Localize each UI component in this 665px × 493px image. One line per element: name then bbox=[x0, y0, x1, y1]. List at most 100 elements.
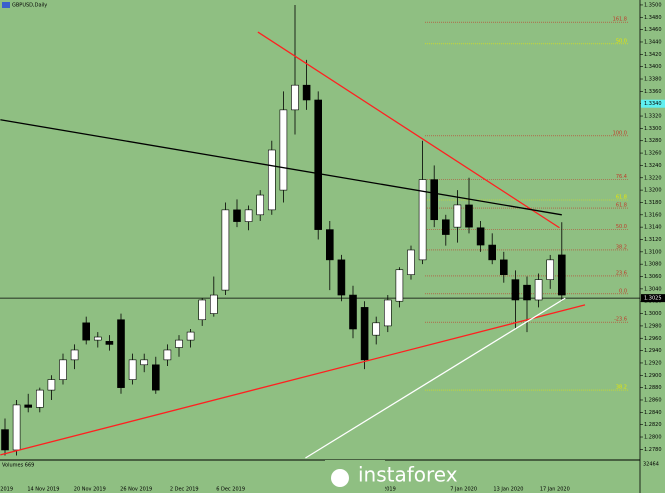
candle-body bbox=[175, 339, 183, 348]
y-tick-label: 1.3400 bbox=[644, 64, 662, 70]
candle-body bbox=[372, 322, 381, 336]
candle-body bbox=[291, 84, 299, 111]
candle-body bbox=[453, 204, 462, 228]
y-tick-label: 1.3160 bbox=[644, 212, 662, 218]
candle-body bbox=[12, 404, 21, 451]
candle-body bbox=[35, 389, 44, 408]
level-label: 50.0 bbox=[616, 38, 627, 44]
level-label: 38.2 bbox=[616, 385, 627, 391]
y-tick-label: 1.2780 bbox=[644, 447, 662, 453]
price-label: 1.3025 bbox=[644, 296, 662, 302]
y-tick-label: 1.3480 bbox=[644, 15, 662, 21]
candle-body bbox=[546, 259, 555, 280]
y-tick-label: 1.2860 bbox=[644, 397, 662, 403]
watermark-text: instaforex bbox=[358, 463, 458, 487]
y-tick-label: 1.2800 bbox=[644, 435, 662, 441]
candle-body bbox=[441, 219, 450, 235]
x-tick-label: 2 Dec 2019 bbox=[170, 487, 199, 493]
candle-body bbox=[140, 359, 148, 366]
y-tick-label: 1.2880 bbox=[644, 385, 662, 391]
trendline bbox=[0, 304, 586, 456]
y-tick-label: 1.3260 bbox=[644, 151, 662, 157]
y-tick-label: 1.3360 bbox=[644, 89, 662, 95]
y-tick-label: 1.3240 bbox=[644, 163, 662, 169]
candle-body bbox=[511, 279, 520, 301]
candle-body bbox=[534, 279, 543, 301]
y-tick-label: 1.3040 bbox=[644, 286, 662, 292]
candle-body bbox=[47, 379, 56, 391]
candle-body bbox=[499, 259, 508, 275]
tick-highlight bbox=[641, 99, 665, 108]
level-label: 76.4 bbox=[616, 174, 627, 180]
level-label: 61.8 bbox=[616, 203, 627, 209]
candle-body bbox=[128, 359, 137, 380]
axis-background bbox=[640, 0, 665, 493]
y-tick-label: 1.3380 bbox=[644, 77, 662, 83]
x-tick-label: 20 Nov 2019 bbox=[74, 487, 106, 493]
y-tick-label: 1.3280 bbox=[644, 138, 662, 144]
y-tick-label: 1.2960 bbox=[644, 336, 662, 342]
y-tick-label: 1.3220 bbox=[644, 175, 662, 181]
candle-body bbox=[94, 336, 102, 341]
candle-body bbox=[383, 299, 392, 327]
candle-body bbox=[105, 341, 114, 345]
candle-body bbox=[59, 359, 67, 380]
watermark: instaforex bbox=[325, 460, 458, 493]
icon bbox=[2, 2, 10, 8]
candle-body bbox=[82, 322, 90, 341]
volume-label: Volumes 669 bbox=[2, 463, 34, 469]
candle-body bbox=[314, 99, 323, 230]
plot-background bbox=[0, 0, 640, 493]
y-tick-label: 1.2920 bbox=[644, 360, 662, 366]
y-tick-label: 1.2840 bbox=[644, 410, 662, 416]
y-tick-label: 1.2980 bbox=[644, 323, 662, 329]
x-tick-label: 26 Nov 2019 bbox=[120, 487, 152, 493]
trendline bbox=[305, 297, 566, 459]
level-label: 0.0 bbox=[619, 288, 627, 294]
y-tick-label: 1.2820 bbox=[644, 422, 662, 428]
candle-body bbox=[523, 284, 531, 301]
level-label: 100.0 bbox=[613, 130, 627, 136]
x-tick-label: 8 Nov 2019 bbox=[0, 487, 13, 493]
level-label: -23.6 bbox=[614, 317, 627, 323]
candle-body bbox=[465, 204, 473, 228]
x-tick-label: 7 Jan 2020 bbox=[450, 487, 477, 493]
candle-body bbox=[198, 299, 206, 321]
level-label: 38.2 bbox=[616, 244, 627, 250]
candle-body bbox=[337, 259, 346, 296]
y-tick-label: 1.3300 bbox=[644, 126, 662, 132]
y-tick-label: 1.3180 bbox=[644, 200, 662, 206]
y-tick-label: 1.3140 bbox=[644, 225, 662, 231]
x-tick-label: 6 Dec 2019 bbox=[216, 487, 245, 493]
y-tick-label: 1.3120 bbox=[644, 237, 662, 243]
y-tick-label: 1.3200 bbox=[644, 188, 662, 194]
candle-body bbox=[360, 307, 369, 361]
candle-body bbox=[279, 109, 288, 191]
candle-body bbox=[302, 84, 311, 101]
volume-tick: 32464 bbox=[643, 462, 659, 468]
candle-body bbox=[24, 404, 33, 408]
chart-title: GBPUSD,Daily bbox=[12, 3, 47, 9]
candle-body bbox=[395, 269, 404, 302]
candle-body bbox=[476, 227, 485, 246]
candle-body bbox=[221, 209, 230, 291]
y-tick-label: 1.3500 bbox=[644, 2, 662, 8]
candle-body bbox=[210, 294, 218, 314]
x-tick-label: 14 Nov 2019 bbox=[27, 487, 59, 493]
candle-body bbox=[267, 149, 276, 211]
candle-body bbox=[186, 331, 195, 341]
y-tick-label: 1.3420 bbox=[644, 52, 662, 58]
y-tick-label: 1.3060 bbox=[644, 274, 662, 280]
candle-body bbox=[152, 364, 160, 391]
level-label: 50.0 bbox=[616, 224, 627, 230]
candle-body bbox=[70, 349, 79, 361]
level-label: 161.8 bbox=[613, 17, 627, 23]
candle-body bbox=[407, 249, 415, 275]
level-label: 61.8 bbox=[616, 194, 627, 200]
y-tick-label: 1.3440 bbox=[644, 39, 662, 45]
candle-body bbox=[349, 294, 357, 330]
trendline bbox=[257, 31, 560, 229]
y-tick-label: 1.3320 bbox=[644, 114, 662, 120]
x-tick-label: 13 Jan 2020 bbox=[493, 487, 523, 493]
x-tick-label: 17 Jan 2020 bbox=[540, 487, 570, 493]
